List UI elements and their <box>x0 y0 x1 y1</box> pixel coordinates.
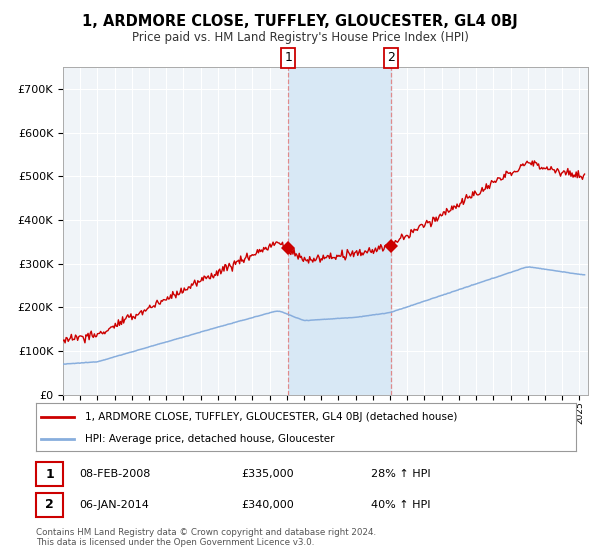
Text: 1, ARDMORE CLOSE, TUFFLEY, GLOUCESTER, GL4 0BJ (detached house): 1, ARDMORE CLOSE, TUFFLEY, GLOUCESTER, G… <box>85 412 457 422</box>
Text: 1: 1 <box>284 52 292 64</box>
Text: Price paid vs. HM Land Registry's House Price Index (HPI): Price paid vs. HM Land Registry's House … <box>131 31 469 44</box>
Bar <box>36 462 63 486</box>
Text: 08-FEB-2008: 08-FEB-2008 <box>79 469 151 479</box>
Text: Contains HM Land Registry data © Crown copyright and database right 2024.
This d: Contains HM Land Registry data © Crown c… <box>36 528 376 547</box>
Text: 1: 1 <box>45 468 54 480</box>
Text: 1, ARDMORE CLOSE, TUFFLEY, GLOUCESTER, GL4 0BJ: 1, ARDMORE CLOSE, TUFFLEY, GLOUCESTER, G… <box>82 14 518 29</box>
Text: £335,000: £335,000 <box>241 469 294 479</box>
Bar <box>288 67 391 395</box>
Text: 06-JAN-2014: 06-JAN-2014 <box>79 500 149 510</box>
Bar <box>36 493 63 517</box>
Text: 40% ↑ HPI: 40% ↑ HPI <box>371 500 430 510</box>
Text: 2: 2 <box>45 498 54 511</box>
Text: £340,000: £340,000 <box>241 500 294 510</box>
Text: 28% ↑ HPI: 28% ↑ HPI <box>371 469 430 479</box>
Text: 2: 2 <box>386 52 395 64</box>
Text: HPI: Average price, detached house, Gloucester: HPI: Average price, detached house, Glou… <box>85 434 334 444</box>
